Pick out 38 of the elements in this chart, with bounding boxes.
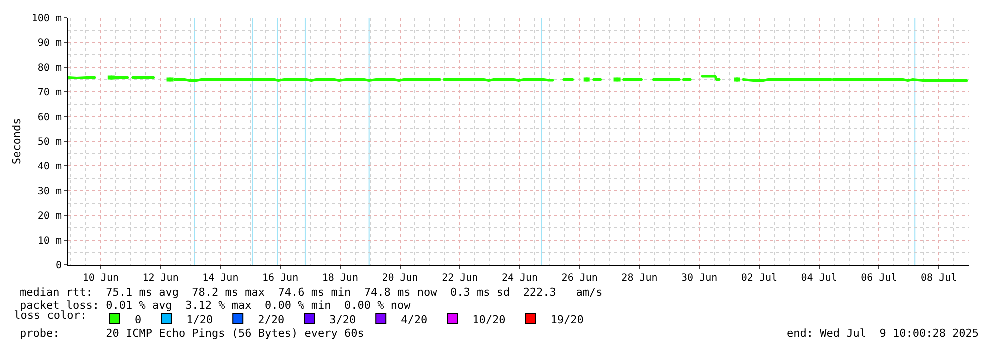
x-tick-label: 06 Jul — [861, 273, 898, 284]
y-tick-label: 90 m — [38, 38, 62, 50]
x-tick-label: 02 Jul — [741, 273, 778, 284]
x-tick-label: 30 Jun — [682, 273, 718, 284]
x-tick-label: 20 Jun — [382, 273, 418, 284]
y-tick-label: 100 m — [32, 14, 62, 24]
y-axis-title: Seconds — [10, 118, 24, 165]
y-tick-label: 30 m — [38, 186, 62, 198]
x-tick-label: 10 Jun — [82, 273, 119, 284]
text: end: Wed Jul 9 10:00:28 2025 — [787, 327, 980, 340]
legend-label: 1/20 — [186, 313, 214, 326]
legend-label: 3/20 — [330, 313, 356, 326]
legend-label: 2/20 — [258, 313, 285, 326]
y-tick-label: 70 m — [38, 88, 62, 99]
x-tick-label: 18 Jun — [322, 273, 358, 284]
x-tick-label: 22 Jun — [442, 273, 478, 284]
y-tick-label: 40 m — [38, 162, 62, 173]
x-tick-label: 12 Jun — [142, 273, 179, 284]
y-tick-label: 80 m — [38, 62, 62, 74]
x-tick-label: 08 Jul — [921, 273, 958, 284]
y-tick-label: 0 — [56, 260, 62, 272]
text: median rtt: 75.1 ms avg 78.2 ms max 74.6 ms min 74.8 ms now 0.3 ms sd 222.3 am/s — [20, 286, 603, 299]
y-tick-label: 10 m — [38, 236, 62, 247]
x-tick-label: 26 Jun — [562, 273, 598, 284]
y-tick-label: 20 m — [38, 211, 62, 222]
x-tick-label: 14 Jun — [202, 273, 239, 284]
x-tick-label: 28 Jun — [622, 273, 658, 284]
text: packet loss: 0.01 % avg 3.12 % max 0.00 % min 0.00 % now — [20, 299, 412, 312]
text: probe: 20 ICMP Echo Pings (56 Bytes) every 60s — [20, 327, 364, 340]
x-tick-label: 24 Jun — [502, 273, 538, 284]
y-tick-label: 60 m — [38, 112, 62, 124]
legend-label: 4/20 — [401, 313, 428, 326]
legend-label: 10/20 — [472, 313, 506, 326]
y-tick-label: 50 m — [38, 137, 62, 148]
x-tick-label: 04 Jul — [801, 273, 838, 284]
x-tick-label: 16 Jun — [262, 273, 299, 284]
legend-label: 0 — [134, 313, 142, 326]
legend-label: 19/20 — [550, 313, 584, 326]
